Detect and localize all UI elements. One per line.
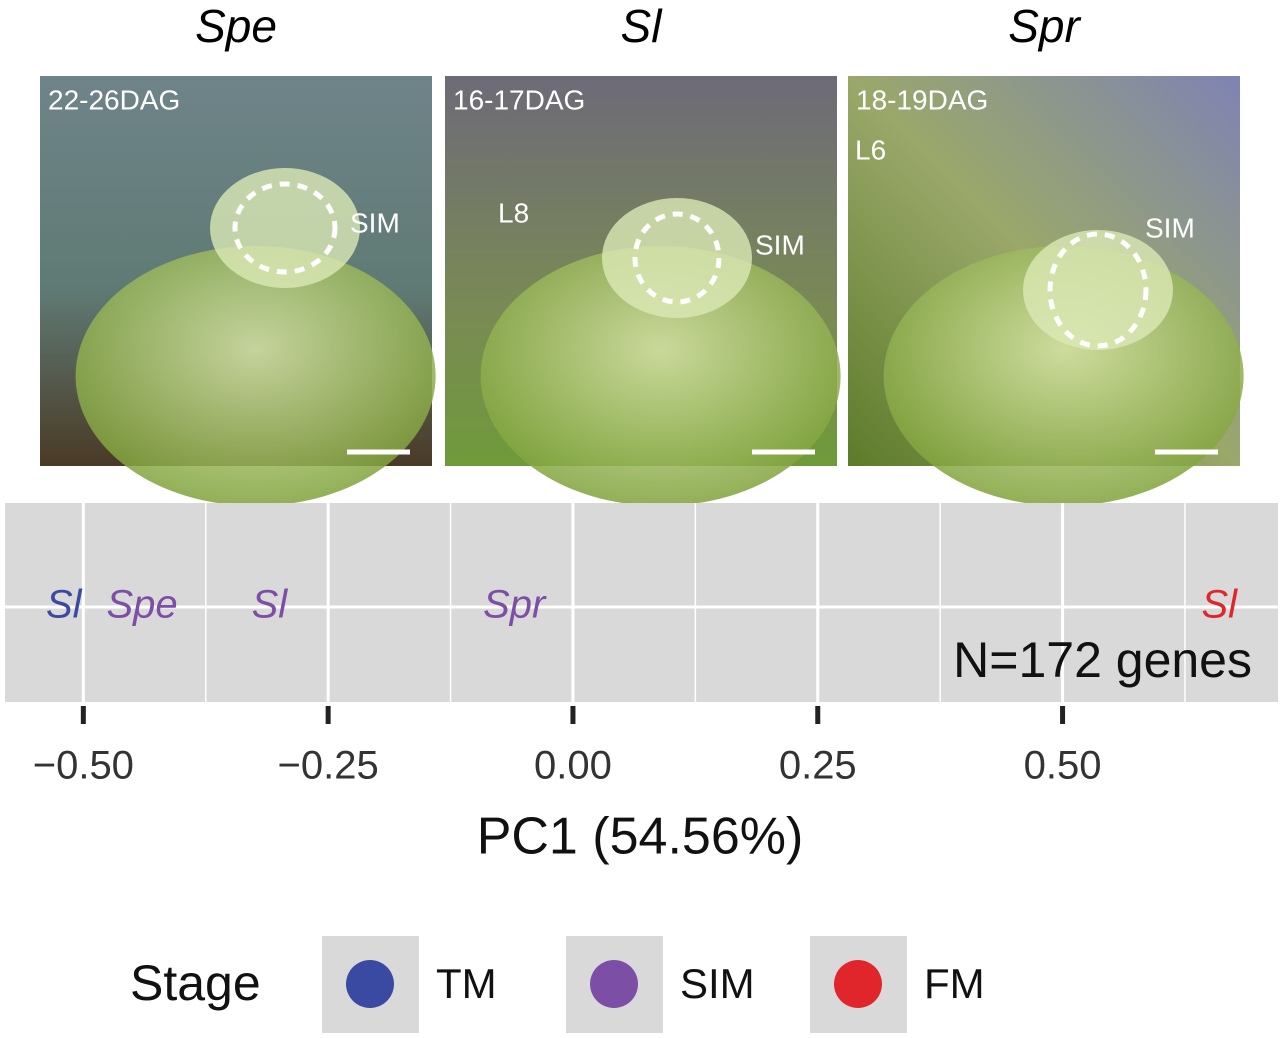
legend-swatch [590,960,638,1008]
legend-swatch [346,960,394,1008]
annotation: N=172 genes [953,632,1252,688]
plot-background [5,503,1278,702]
x-tick-label: 0.50 [1024,744,1102,788]
legend-label: SIM [680,960,755,1007]
legend-label: FM [924,960,985,1007]
photo-label: SIM [350,207,400,238]
plant-tissue [75,246,436,506]
point-label: Sl [1201,583,1238,627]
panel-title: Sl [621,0,664,52]
stage-label: 16-17DAG [453,84,585,115]
x-axis-title: PC1 (54.56%) [477,808,804,866]
x-tick-label: −0.25 [278,744,379,788]
point-label: Spr [483,583,547,627]
x-tick-label: 0.00 [534,744,612,788]
legend-swatch [834,960,882,1008]
photo-label: SIM [755,229,805,260]
plant-tissue [480,246,841,506]
point-label: Sl [46,583,83,627]
sim-outline [632,211,722,305]
sim-outline [232,181,338,275]
meristem [602,198,752,318]
stage-label: 18-19DAG [856,84,988,115]
point-label: Sl [252,583,289,627]
photo-panels: Spe 22-26DAG SIM Sl 16-17DAG L8 SIM Spr 18-19DAG… [40,0,1244,506]
x-tick-label: 0.25 [779,744,857,788]
photo-label: L8 [498,197,529,228]
stage-label: 22-26DAG [48,84,180,115]
sim-outline [1047,231,1149,349]
meristem [1023,230,1173,350]
x-tick-label: −0.50 [33,744,134,788]
point-label: Spe [107,583,178,627]
photo-label: SIM [1145,212,1195,243]
legend-label: TM [436,960,497,1007]
photo-label: L6 [855,134,886,165]
panel-title: Spe [195,0,277,52]
panel-title: Spr [1008,0,1081,52]
pca-chart: −0.50 −0.25 0.00 0.25 0.50 Sl Spe Sl Spr Sl N=172 … [5,503,1278,1033]
legend-title: Stage [130,955,261,1011]
